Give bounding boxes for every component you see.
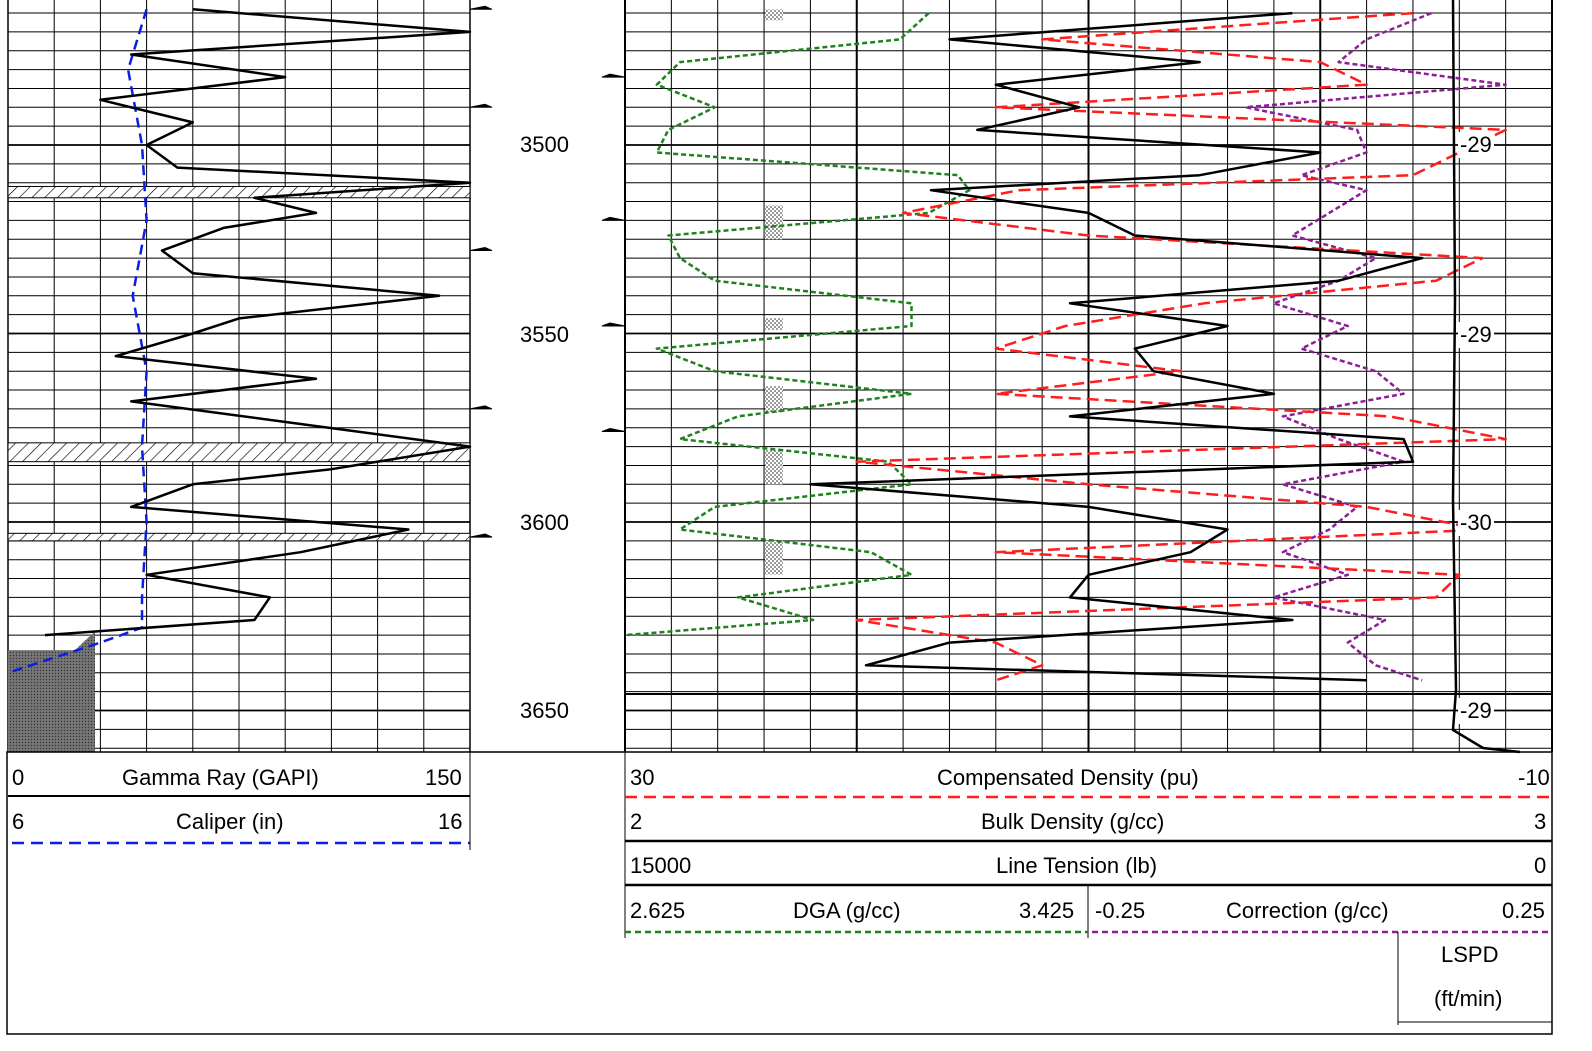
depth-tick — [469, 247, 493, 252]
lithology-fills — [7, 9, 783, 752]
header-border — [6, 751, 1553, 1035]
lspd-value: -30 — [1458, 510, 1494, 536]
depth-label: 3500 — [520, 132, 569, 157]
depth-tick — [601, 322, 626, 327]
compensated-density-curve — [855, 11, 1507, 682]
bulk-density-title: Bulk Density (g/cc) — [981, 809, 1165, 834]
depth-tick — [469, 405, 493, 410]
correction-min: -0.25 — [1095, 898, 1146, 923]
line-tension-max: 0 — [1534, 853, 1547, 878]
bulk-density-min: 2 — [630, 809, 643, 834]
depth-tick — [469, 103, 493, 108]
dga-min: 2.625 — [630, 898, 686, 923]
hatch-band — [7, 442, 471, 463]
comp-density-title: Compensated Density (pu) — [937, 765, 1199, 790]
depth-label: 3600 — [520, 510, 569, 535]
dga-curve — [624, 12, 971, 637]
gamma-ray-min: 0 — [12, 765, 25, 790]
line-tension-curve — [1451, 0, 1521, 754]
dga-max: 3.425 — [1019, 898, 1075, 923]
depth-tick — [601, 216, 626, 221]
depth-label: 3550 — [520, 322, 569, 347]
hatch-band — [7, 185, 471, 199]
log-curves — [7, 0, 1521, 754]
depth-tick — [601, 73, 626, 78]
comp-density-min: 30 — [630, 765, 655, 790]
sand-fill — [765, 540, 783, 575]
lspd-title: LSPD — [1441, 942, 1499, 967]
comp-density-max: -10 — [1518, 765, 1550, 790]
lspd-unit: (ft/min) — [1434, 986, 1503, 1011]
caliper-title: Caliper (in) — [176, 809, 284, 834]
caliper-min: 6 — [12, 809, 25, 834]
sand-fill — [765, 318, 783, 330]
correction-max: 0.25 — [1502, 898, 1545, 923]
sand-fill — [765, 205, 783, 240]
dga-title: DGA (g/cc) — [793, 898, 901, 923]
depth-tick — [469, 533, 493, 538]
bulk-density-max: 3 — [1534, 809, 1547, 834]
lspd-value: -29 — [1458, 698, 1494, 724]
depth-label: 3650 — [520, 698, 569, 723]
caliper-fill — [8, 631, 95, 752]
caliper-max: 16 — [438, 809, 463, 834]
gamma-ray-curve — [44, 8, 472, 637]
depth-tick-marks — [469, 5, 626, 538]
depth-tick — [601, 428, 626, 433]
grid — [7, 0, 1553, 752]
hatch-band — [7, 532, 471, 542]
correction-title: Correction (g/cc) — [1226, 898, 1389, 923]
caliper-curve — [7, 8, 148, 674]
sand-fill — [765, 386, 783, 413]
gamma-ray-title: Gamma Ray (GAPI) — [122, 765, 319, 790]
depth-tick — [469, 5, 493, 10]
bulk-density-curve — [809, 11, 1424, 682]
sand-fill — [765, 9, 783, 21]
lspd-value: -29 — [1458, 132, 1494, 158]
header-frame — [6, 751, 1553, 1035]
correction-curve — [1244, 11, 1507, 682]
gamma-ray-max: 150 — [425, 765, 462, 790]
lspd-value: -29 — [1458, 322, 1494, 348]
sand-fill — [765, 450, 783, 485]
line-tension-min: 15000 — [630, 853, 692, 878]
line-tension-title: Line Tension (lb) — [996, 853, 1158, 878]
